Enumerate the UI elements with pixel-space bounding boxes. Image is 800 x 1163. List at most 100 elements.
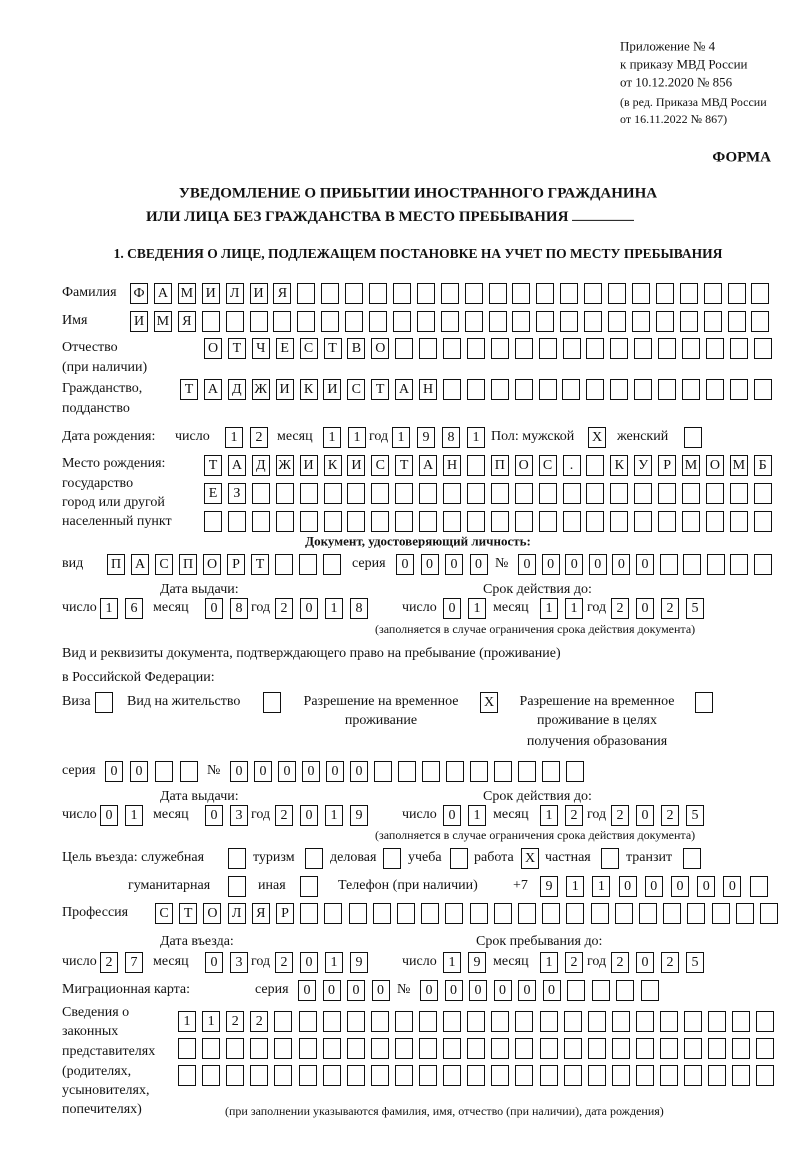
char-box-phone[interactable]: 0: [644, 875, 663, 897]
char-box-birth-place-3[interactable]: [419, 510, 438, 532]
char-box-birth-place-2[interactable]: [586, 482, 605, 504]
char-box-stay-issue-year[interactable]: 0: [300, 804, 318, 826]
char-box-stay-valid-month[interactable]: 1: [540, 804, 558, 826]
char-box-birth-place-3[interactable]: [323, 510, 342, 532]
char-box-stay-until-year[interactable]: 2: [661, 951, 679, 973]
char-box-surname[interactable]: [631, 282, 650, 304]
char-box-patronymic[interactable]: [419, 337, 438, 359]
char-box-birth-place-3[interactable]: [634, 510, 653, 532]
char-box-patronymic[interactable]: Е: [275, 337, 294, 359]
char-box-phone[interactable]: [749, 875, 768, 897]
char-box-rep-2[interactable]: [684, 1037, 703, 1059]
char-box-birth-place-2[interactable]: [299, 482, 318, 504]
char-box-rep-3[interactable]: [732, 1064, 751, 1086]
char-box-surname[interactable]: [584, 282, 603, 304]
char-box-id-number[interactable]: [683, 553, 702, 575]
char-box-patronymic[interactable]: [729, 337, 748, 359]
char-box-name[interactable]: [751, 310, 770, 332]
char-box-name[interactable]: [249, 310, 268, 332]
char-box-name[interactable]: [679, 310, 698, 332]
char-box-rep-3[interactable]: [250, 1064, 269, 1086]
char-box-mig-number[interactable]: [640, 979, 659, 1001]
char-box-rep-2[interactable]: [467, 1037, 486, 1059]
char-box-citizenship[interactable]: [753, 378, 772, 400]
char-box-entry-year[interactable]: 1: [325, 951, 343, 973]
char-box-birth-place-3[interactable]: [227, 510, 246, 532]
char-box-rep-3[interactable]: [298, 1064, 317, 1086]
char-box-id-valid-year[interactable]: 2: [611, 597, 629, 619]
char-box-name[interactable]: М: [153, 310, 172, 332]
checkbox-residence[interactable]: [263, 691, 281, 713]
char-box-profession[interactable]: [590, 902, 609, 924]
char-box-rep-3[interactable]: [467, 1064, 486, 1086]
char-box-stay-number[interactable]: 0: [278, 760, 296, 782]
char-box-stay-number[interactable]: [542, 760, 560, 782]
char-box-name[interactable]: [297, 310, 316, 332]
char-box-citizenship[interactable]: [586, 378, 605, 400]
char-box-rep-1[interactable]: 2: [226, 1010, 245, 1032]
char-box-patronymic[interactable]: [634, 337, 653, 359]
char-box-profession[interactable]: [469, 902, 488, 924]
char-box-rep-2[interactable]: [322, 1037, 341, 1059]
char-box-birth-place-3[interactable]: [610, 510, 629, 532]
char-box-stay-series[interactable]: 0: [105, 760, 123, 782]
char-box-citizenship[interactable]: А: [395, 378, 414, 400]
char-box-name[interactable]: [201, 310, 220, 332]
char-box-mig-series[interactable]: 0: [322, 979, 341, 1001]
char-box-patronymic[interactable]: [682, 337, 700, 359]
char-box-rep-2[interactable]: [732, 1037, 751, 1059]
char-box-id-series[interactable]: 0: [420, 553, 439, 575]
char-box-birth-year[interactable]: 1: [392, 426, 410, 448]
char-box-rep-1[interactable]: 1: [202, 1010, 221, 1032]
char-box-rep-1[interactable]: [684, 1010, 703, 1032]
char-box-rep-3[interactable]: [539, 1064, 558, 1086]
char-box-rep-2[interactable]: [611, 1037, 630, 1059]
char-box-birth-place-1[interactable]: И: [299, 454, 318, 476]
char-box-id-kind[interactable]: С: [155, 553, 173, 575]
char-box-stay-issue-month[interactable]: 0: [205, 804, 223, 826]
char-box-mig-number[interactable]: 0: [469, 979, 487, 1001]
char-box-citizenship[interactable]: К: [299, 378, 318, 400]
char-box-birth-day[interactable]: 2: [250, 426, 268, 448]
char-box-rep-3[interactable]: [394, 1064, 413, 1086]
checkbox-purpose-transit[interactable]: [683, 847, 701, 869]
char-box-rep-2[interactable]: [346, 1037, 365, 1059]
char-box-rep-1[interactable]: 1: [178, 1010, 196, 1032]
char-box-rep-1[interactable]: [443, 1010, 462, 1032]
char-box-name[interactable]: [345, 310, 364, 332]
char-box-rep-1[interactable]: [394, 1010, 413, 1032]
char-box-stay-number[interactable]: [470, 760, 488, 782]
char-box-profession[interactable]: О: [203, 902, 222, 924]
char-box-entry-day[interactable]: 2: [100, 951, 118, 973]
char-box-stay-number[interactable]: [446, 760, 464, 782]
char-box-entry-day[interactable]: 7: [125, 951, 143, 973]
char-box-stay-until-day[interactable]: 1: [443, 951, 461, 973]
char-box-birth-place-2[interactable]: З: [227, 482, 246, 504]
char-box-name[interactable]: [536, 310, 555, 332]
char-box-mig-series[interactable]: 0: [298, 979, 316, 1001]
char-box-stay-valid-year[interactable]: 0: [636, 804, 654, 826]
char-box-entry-month[interactable]: 3: [230, 951, 248, 973]
char-box-stay-until-year[interactable]: 5: [686, 951, 704, 973]
char-box-patronymic[interactable]: [658, 337, 677, 359]
char-box-rep-1[interactable]: 2: [250, 1010, 269, 1032]
char-box-name[interactable]: [655, 310, 674, 332]
char-box-id-number[interactable]: 0: [541, 553, 560, 575]
char-box-rep-3[interactable]: [611, 1064, 630, 1086]
char-box-surname[interactable]: [369, 282, 387, 304]
char-box-patronymic[interactable]: [490, 337, 509, 359]
char-box-id-issue-year[interactable]: 1: [325, 597, 343, 619]
char-box-rep-2[interactable]: [756, 1037, 775, 1059]
char-box-stay-number[interactable]: 0: [230, 760, 248, 782]
char-box-birth-place-3[interactable]: [514, 510, 533, 532]
char-box-surname[interactable]: [345, 282, 364, 304]
char-box-rep-3[interactable]: [178, 1064, 196, 1086]
char-box-birth-place-1[interactable]: [586, 454, 605, 476]
char-box-profession[interactable]: [493, 902, 512, 924]
char-box-rep-1[interactable]: [563, 1010, 582, 1032]
char-box-birth-place-2[interactable]: [610, 482, 629, 504]
char-box-birth-place-1[interactable]: Н: [443, 454, 461, 476]
char-box-rep-2[interactable]: [515, 1037, 534, 1059]
char-box-name[interactable]: [703, 310, 722, 332]
char-box-stay-number[interactable]: [518, 760, 536, 782]
